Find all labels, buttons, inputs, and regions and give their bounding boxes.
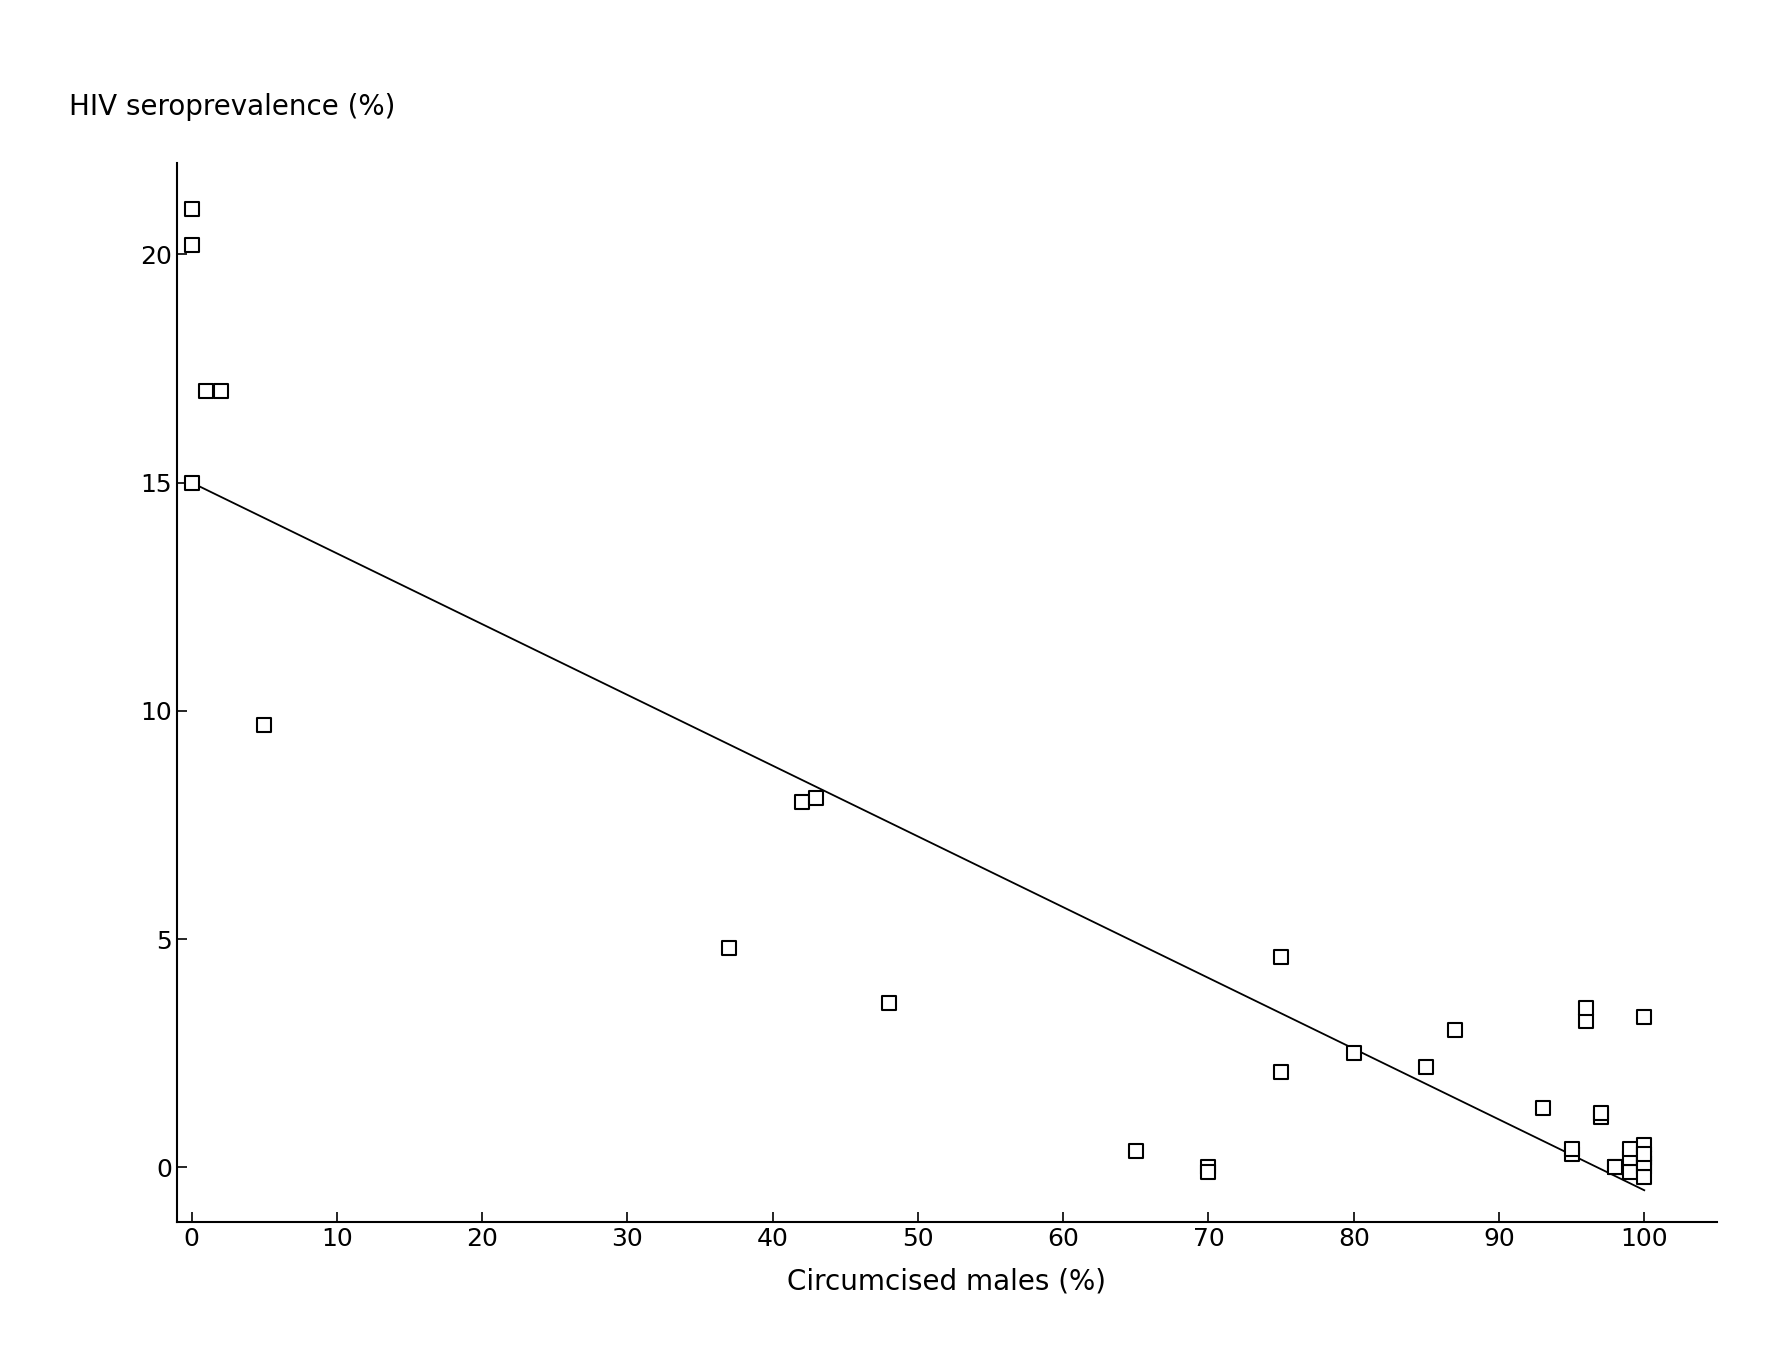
Text: HIV seroprevalence (%): HIV seroprevalence (%) [69, 92, 395, 121]
Point [874, 993, 903, 1014]
Point [1572, 997, 1600, 1018]
Point [177, 471, 205, 493]
Point [1195, 1157, 1223, 1179]
Point [207, 380, 235, 402]
Point [1441, 1020, 1469, 1042]
Point [1602, 1157, 1630, 1179]
Point [1586, 1101, 1614, 1123]
Point [1616, 1161, 1644, 1183]
Point [1412, 1057, 1441, 1078]
Point [1558, 1143, 1586, 1165]
Point [1340, 1043, 1368, 1065]
Point [715, 937, 743, 959]
Point [1630, 1165, 1658, 1187]
Point [1195, 1161, 1223, 1183]
X-axis label: Circumcised males (%): Circumcised males (%) [788, 1268, 1106, 1296]
Point [1616, 1148, 1644, 1169]
Point [1630, 1152, 1658, 1173]
Point [788, 792, 816, 813]
Point [1630, 1134, 1658, 1156]
Point [1529, 1097, 1558, 1119]
Point [1630, 1006, 1658, 1028]
Point [191, 380, 219, 402]
Point [1586, 1107, 1614, 1128]
Point [1616, 1138, 1644, 1160]
Point [177, 235, 205, 257]
Point [1602, 1157, 1630, 1179]
Point [250, 714, 278, 736]
Point [1267, 1061, 1296, 1082]
Point [1558, 1138, 1586, 1160]
Point [1267, 947, 1296, 968]
Point [1630, 1143, 1658, 1165]
Point [177, 198, 205, 220]
Point [1572, 1010, 1600, 1032]
Point [802, 786, 830, 808]
Point [1630, 1157, 1658, 1179]
Point [1122, 1141, 1150, 1162]
Point [1630, 1148, 1658, 1169]
